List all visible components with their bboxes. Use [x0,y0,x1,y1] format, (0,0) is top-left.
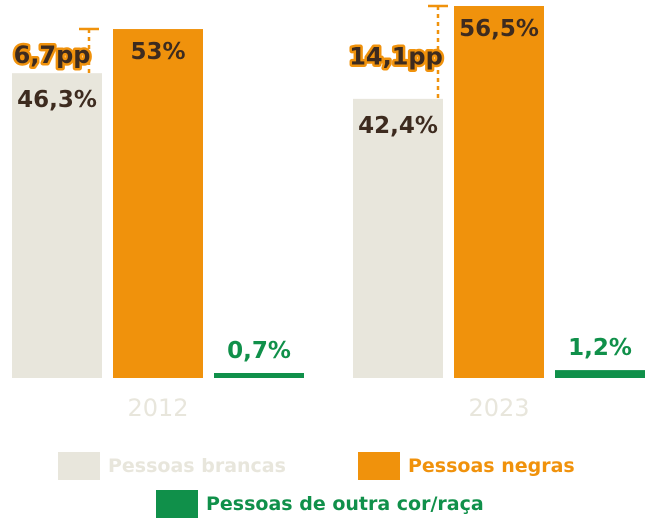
bar-pessoas-brancas-2023 [353,98,443,379]
bar-pessoas-negras-2012 [113,29,203,378]
value-label-pessoas-negras-2023: 56,5% [459,16,539,42]
bar-pessoas-negras-2023 [454,6,544,378]
value-label-outra-cor-raca-2012: 0,7% [227,338,291,364]
bar-pessoas-brancas-2012 [12,73,102,378]
legend-item-outra-cor-raca: Pessoas de outra cor/raça [156,490,484,518]
bar-outra-cor-raca-2012 [214,373,304,378]
legend-label-outra-cor-raca: Pessoas de outra cor/raça [206,493,484,515]
x-tick-label-2023: 2023 [468,394,529,422]
legend-item-pessoas-brancas: Pessoas brancas [58,452,286,480]
legend-swatch-pessoas-brancas [58,452,100,480]
value-label-pessoas-negras-2012: 53% [130,39,185,65]
difference-label-2012: 6,7pp [14,41,91,69]
legend-item-pessoas-negras: Pessoas negras [358,452,575,480]
legend-swatch-pessoas-negras [358,452,400,480]
x-tick-label-2012: 2012 [127,394,188,422]
value-label-outra-cor-raca-2023: 1,2% [568,335,632,361]
bar-outra-cor-raca-2023 [555,370,645,378]
legend-label-pessoas-negras: Pessoas negras [408,455,575,477]
legend-swatch-outra-cor-raca [156,490,198,518]
legend-label-pessoas-brancas: Pessoas brancas [108,455,286,477]
difference-label-2023: 14,1pp [349,42,443,70]
value-label-pessoas-brancas-2023: 42,4% [358,113,438,139]
value-label-pessoas-brancas-2012: 46,3% [17,87,97,113]
